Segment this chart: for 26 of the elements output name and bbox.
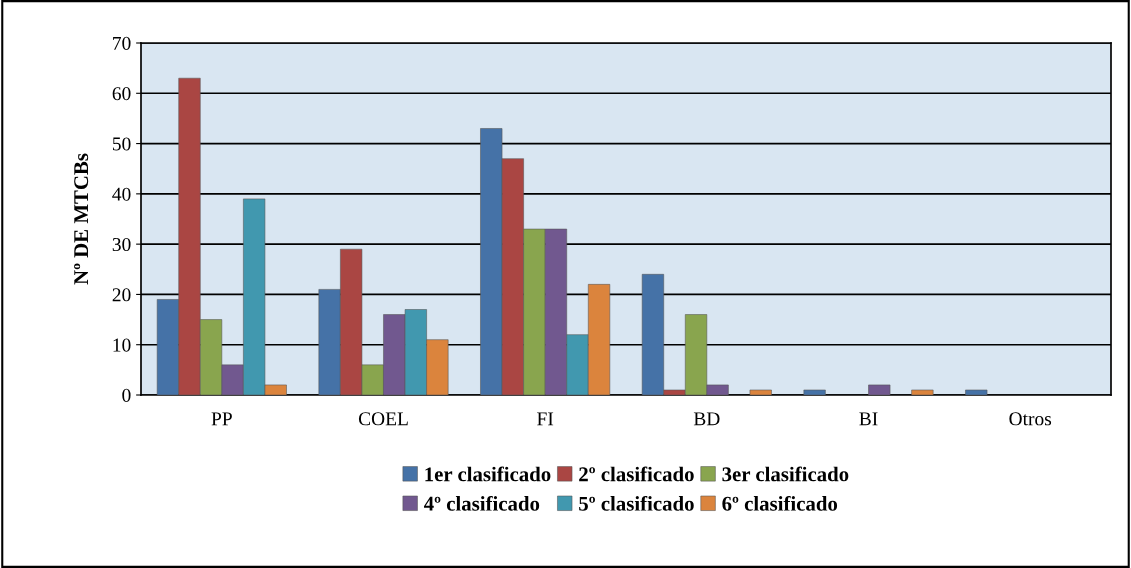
legend-label: 1er clasificado xyxy=(425,466,551,482)
bar xyxy=(965,389,988,395)
x-tick-label: BD xyxy=(693,412,720,426)
x-tick-label: BI xyxy=(859,412,878,426)
bar xyxy=(868,384,891,395)
bar xyxy=(911,389,934,395)
legend-label: 4º clasificado xyxy=(424,495,540,511)
legend-label: 6º clasificado xyxy=(722,495,838,511)
legend-label: 5º clasificado xyxy=(579,495,694,511)
y-tick-label: 70 xyxy=(113,36,131,50)
x-tick-label: Otros xyxy=(1009,412,1052,426)
y-tick-label: 40 xyxy=(112,187,131,201)
x-tick-label: FI xyxy=(537,412,554,426)
bar xyxy=(803,389,826,395)
y-tick-label: 10 xyxy=(113,338,131,352)
bar xyxy=(749,389,772,395)
y-axis-title: Nº DE MTCBs xyxy=(74,153,89,285)
y-tick-label: 30 xyxy=(112,237,131,252)
legend-label: 3er clasificado xyxy=(722,466,849,482)
y-tick-label: 0 xyxy=(122,388,131,402)
y-tick-label: 60 xyxy=(112,87,131,101)
y-tick-label: 50 xyxy=(112,137,131,151)
legend-label: 2º clasificado xyxy=(579,466,694,482)
y-tick-label: 20 xyxy=(112,288,131,302)
x-tick-label: COEL xyxy=(358,412,408,426)
x-tick-label: PP xyxy=(211,412,232,426)
